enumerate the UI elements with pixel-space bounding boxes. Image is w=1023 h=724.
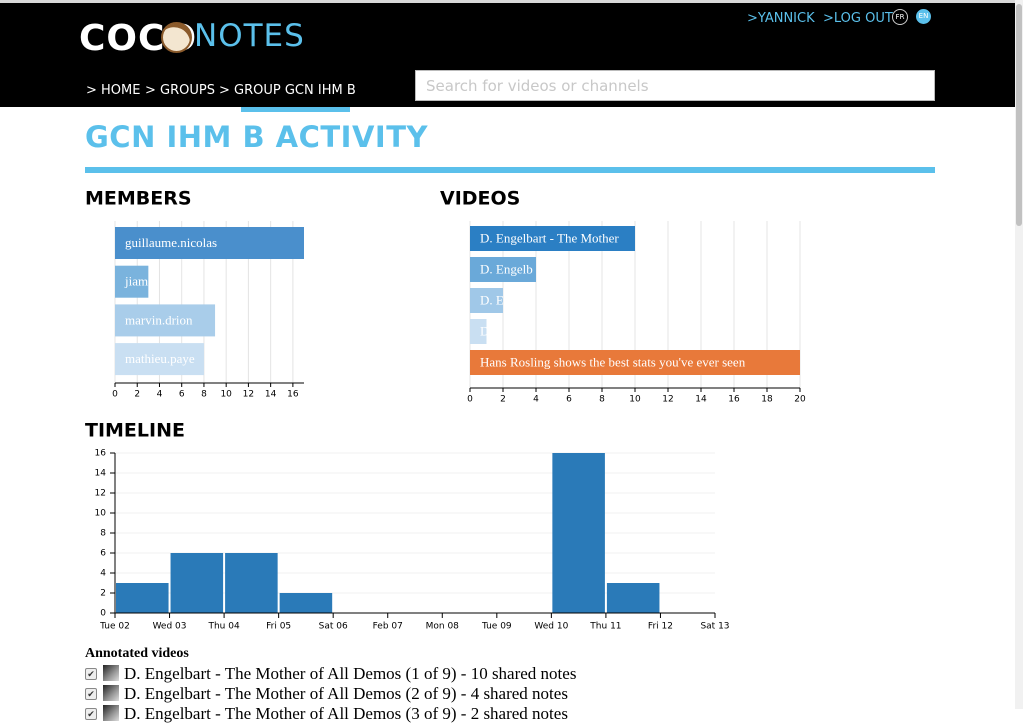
lang-button[interactable]: FR <box>892 9 908 25</box>
x-tick-label: Thu 04 <box>207 622 239 632</box>
y-tick-label: 16 <box>95 449 107 459</box>
bar-label: guillaume.nicolas <box>125 235 217 250</box>
lang-button[interactable]: EN <box>916 9 931 24</box>
x-tick-label: Tue 02 <box>99 622 130 632</box>
x-tick-label: 14 <box>695 395 707 405</box>
bar-label: Hans Rosling shows the best stats you've… <box>480 354 746 369</box>
bar <box>115 265 149 298</box>
bar-label: D. Engelbart - The Mother <box>480 230 619 245</box>
scrollbar-thumb[interactable] <box>1016 4 1022 226</box>
bar <box>552 453 605 613</box>
bar <box>225 553 278 613</box>
x-tick-label: 2 <box>134 390 140 400</box>
video-title: D. Engelbart - The Mother of All Demos (… <box>124 664 577 683</box>
video-title: D. Engelbart - The Mother of All Demos (… <box>124 704 568 723</box>
nav-link[interactable]: > GROUPS <box>145 83 215 98</box>
chart-title: TIMELINE <box>85 420 185 442</box>
x-tick-label: 18 <box>761 395 773 405</box>
top-border <box>0 0 1015 3</box>
user-link[interactable]: >YANNICK <box>747 11 815 26</box>
charts: MEMBERS 0 2 4 6 8 10 12 14 16 guillaume.nicolas jia… <box>85 188 806 632</box>
bar-label: D <box>480 323 489 338</box>
x-tick-label: Sat 13 <box>700 622 729 632</box>
y-tick-label: 12 <box>95 489 106 499</box>
y-tick-label: 6 <box>100 549 106 559</box>
x-tick-label: 12 <box>243 390 254 400</box>
y-tick-label: 0 <box>100 609 106 619</box>
bar <box>606 583 660 613</box>
y-tick-label: 4 <box>100 569 106 579</box>
x-tick-label: Fri 12 <box>648 622 673 632</box>
thumbnail <box>103 705 119 721</box>
y-tick-label: 14 <box>95 469 107 479</box>
chart-title: VIDEOS <box>440 188 520 210</box>
search-placeholder: Search for videos or channels <box>426 77 649 95</box>
bar <box>470 257 536 282</box>
x-tick-label: Fri 05 <box>266 622 291 632</box>
thumbnail <box>103 685 119 701</box>
x-tick-label: 6 <box>566 395 572 405</box>
x-tick-label: Tue 09 <box>481 622 512 632</box>
checkbox[interactable]: ✔ <box>85 708 97 720</box>
y-tick-label: 10 <box>95 509 107 519</box>
x-tick-label: 10 <box>629 395 641 405</box>
x-tick-label: 10 <box>220 390 232 400</box>
x-tick-label: 14 <box>265 390 277 400</box>
checkbox[interactable]: ✔ <box>85 668 97 680</box>
bar-label: D. E <box>480 292 504 307</box>
x-tick-label: Thu 11 <box>589 622 621 632</box>
x-tick-label: 20 <box>794 395 806 405</box>
logo-icon <box>161 22 192 53</box>
x-tick-label: 12 <box>662 395 673 405</box>
nav-link[interactable]: > HOME <box>86 83 141 98</box>
nav-link[interactable]: > GROUP GCN IHM B <box>219 83 356 98</box>
x-tick-label: 0 <box>112 390 118 400</box>
title-rule <box>85 167 935 173</box>
bar-label: mathieu.paye <box>125 351 195 366</box>
bar <box>115 343 204 376</box>
bar <box>470 350 800 375</box>
x-tick-label: 0 <box>467 395 473 405</box>
active-tab <box>241 107 350 112</box>
x-tick-label: Feb 07 <box>373 622 403 632</box>
y-tick-label: 2 <box>100 589 106 599</box>
scrollbar <box>1015 0 1023 709</box>
thumbnail <box>103 665 119 681</box>
x-tick-label: 4 <box>533 395 539 405</box>
x-tick-label: 4 <box>157 390 163 400</box>
bar <box>279 593 333 613</box>
x-tick-label: Mon 08 <box>426 622 460 632</box>
chart-title: MEMBERS <box>85 188 192 210</box>
logout-link[interactable]: >LOG OUT <box>823 11 893 26</box>
bar-label: D. Engelb <box>480 261 533 276</box>
logo-text[interactable]: NOTES <box>194 18 305 54</box>
x-tick-label: 6 <box>179 390 185 400</box>
bar <box>116 583 169 613</box>
bar <box>470 226 635 251</box>
bar <box>470 319 487 344</box>
bar-label: jiam <box>124 274 148 289</box>
x-tick-label: 16 <box>728 395 740 405</box>
video-title: D. Engelbart - The Mother of All Demos (… <box>124 684 568 703</box>
bar <box>115 304 216 337</box>
x-tick-label: 8 <box>599 395 605 405</box>
section-title: Annotated videos <box>85 646 189 661</box>
x-tick-label: 16 <box>287 390 299 400</box>
x-tick-label: Wed 03 <box>153 622 187 632</box>
bar <box>170 553 224 613</box>
y-tick-label: 8 <box>100 529 106 539</box>
x-tick-label: 2 <box>500 395 506 405</box>
checkbox[interactable]: ✔ <box>85 688 97 700</box>
search-box[interactable]: Search for videos or channels <box>415 70 935 101</box>
x-tick-label: Wed 10 <box>534 622 568 632</box>
bar-label: marvin.drion <box>125 312 193 327</box>
page-title: GCN IHM B ACTIVITY <box>85 120 428 154</box>
bar <box>470 288 503 313</box>
x-tick-label: 8 <box>201 390 207 400</box>
bar <box>115 227 304 259</box>
x-tick-label: Sat 06 <box>319 622 348 632</box>
